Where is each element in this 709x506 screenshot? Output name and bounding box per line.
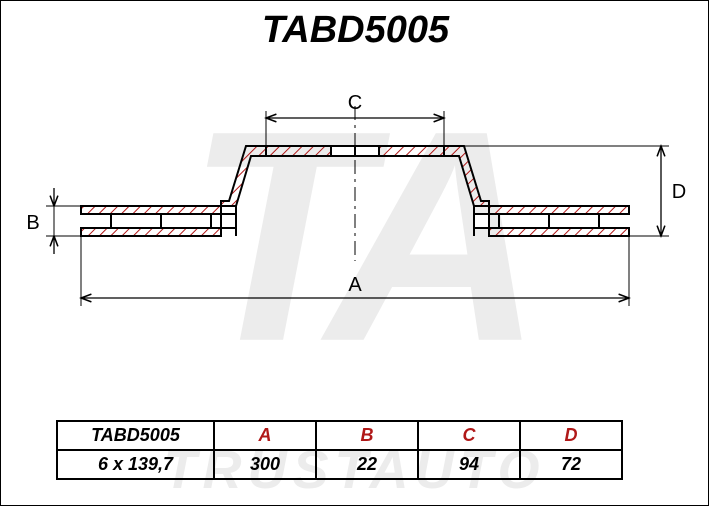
page-frame: TABD5005	[0, 0, 709, 506]
header-a: A	[214, 421, 316, 450]
svg-text:B: B	[26, 212, 39, 234]
svg-text:C: C	[348, 92, 362, 114]
technical-drawing: A C B D	[21, 76, 690, 356]
cell-b: 22	[316, 450, 418, 479]
header-part: TABD5005	[57, 421, 214, 450]
cell-c: 94	[418, 450, 520, 479]
svg-text:A: A	[348, 274, 362, 296]
cell-bolt-pattern: 6 x 139,7	[57, 450, 214, 479]
table-data-row: 6 x 139,7 300 22 94 72	[57, 450, 622, 479]
table-header-row: TABD5005 A B C D	[57, 421, 622, 450]
header-c: C	[418, 421, 520, 450]
svg-text:D: D	[672, 181, 686, 203]
cell-d: 72	[520, 450, 622, 479]
header-d: D	[520, 421, 622, 450]
cell-a: 300	[214, 450, 316, 479]
part-number-title: TABD5005	[1, 9, 709, 52]
spec-table: TABD5005 A B C D 6 x 139,7 300 22 94 72	[56, 420, 623, 480]
header-b: B	[316, 421, 418, 450]
